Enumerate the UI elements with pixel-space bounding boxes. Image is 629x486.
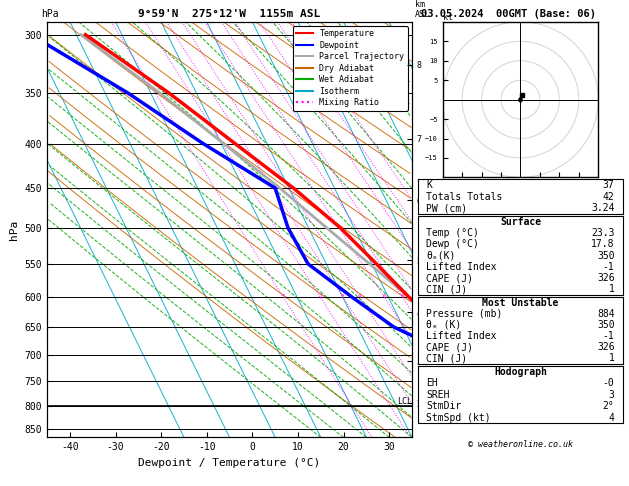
Text: Most Unstable: Most Unstable bbox=[482, 297, 559, 308]
Text: Temp (°C): Temp (°C) bbox=[426, 228, 479, 238]
Text: Pressure (mb): Pressure (mb) bbox=[426, 309, 503, 319]
Text: EH: EH bbox=[426, 378, 438, 388]
Text: CAPE (J): CAPE (J) bbox=[426, 273, 474, 283]
Text: Lifted Index: Lifted Index bbox=[426, 262, 497, 272]
Text: km
ASL: km ASL bbox=[415, 0, 430, 19]
Text: 17.8: 17.8 bbox=[591, 240, 615, 249]
Text: 1: 1 bbox=[609, 284, 615, 295]
Text: CIN (J): CIN (J) bbox=[426, 284, 467, 295]
X-axis label: Dewpoint / Temperature (°C): Dewpoint / Temperature (°C) bbox=[138, 458, 321, 468]
Text: Mixing Ratio (g/kg): Mixing Ratio (g/kg) bbox=[434, 182, 443, 277]
Text: StmSpd (kt): StmSpd (kt) bbox=[426, 413, 491, 422]
Text: 350: 350 bbox=[597, 251, 615, 260]
Text: 1: 1 bbox=[281, 295, 285, 299]
Text: 3: 3 bbox=[341, 295, 345, 299]
Legend: Temperature, Dewpoint, Parcel Trajectory, Dry Adiabat, Wet Adiabat, Isotherm, Mi: Temperature, Dewpoint, Parcel Trajectory… bbox=[293, 26, 408, 111]
Text: 326: 326 bbox=[597, 273, 615, 283]
Text: SREH: SREH bbox=[426, 390, 450, 399]
Text: Hodograph: Hodograph bbox=[494, 367, 547, 377]
Text: 1: 1 bbox=[609, 353, 615, 364]
Text: 326: 326 bbox=[597, 342, 615, 352]
Text: 03.05.2024  00GMT (Base: 06): 03.05.2024 00GMT (Base: 06) bbox=[421, 9, 596, 19]
Text: 3.24: 3.24 bbox=[591, 204, 615, 213]
Text: PW (cm): PW (cm) bbox=[426, 204, 467, 213]
Text: K: K bbox=[426, 180, 432, 190]
Text: Dewp (°C): Dewp (°C) bbox=[426, 240, 479, 249]
Text: 884: 884 bbox=[597, 309, 615, 319]
Text: Totals Totals: Totals Totals bbox=[426, 192, 503, 202]
Text: StmDir: StmDir bbox=[426, 401, 462, 411]
Text: 4: 4 bbox=[609, 413, 615, 422]
Text: hPa: hPa bbox=[41, 9, 58, 19]
Text: 4: 4 bbox=[358, 295, 362, 299]
Text: 350: 350 bbox=[597, 320, 615, 330]
Text: 3: 3 bbox=[609, 390, 615, 399]
Text: 6: 6 bbox=[382, 295, 386, 299]
Y-axis label: hPa: hPa bbox=[9, 220, 19, 240]
Text: Surface: Surface bbox=[500, 217, 541, 227]
Text: θₑ (K): θₑ (K) bbox=[426, 320, 462, 330]
Text: 2: 2 bbox=[318, 295, 322, 299]
Text: 9°59'N  275°12'W  1155m ASL: 9°59'N 275°12'W 1155m ASL bbox=[138, 9, 321, 19]
Text: CIN (J): CIN (J) bbox=[426, 353, 467, 364]
Text: LCL: LCL bbox=[397, 397, 412, 406]
Text: -1: -1 bbox=[603, 262, 615, 272]
Text: -0: -0 bbox=[603, 378, 615, 388]
Text: 2°: 2° bbox=[603, 401, 615, 411]
Text: 42: 42 bbox=[603, 192, 615, 202]
Text: 23.3: 23.3 bbox=[591, 228, 615, 238]
Text: θₑ(K): θₑ(K) bbox=[426, 251, 456, 260]
Text: CAPE (J): CAPE (J) bbox=[426, 342, 474, 352]
Text: Lifted Index: Lifted Index bbox=[426, 331, 497, 341]
Text: © weatheronline.co.uk: © weatheronline.co.uk bbox=[468, 440, 573, 449]
Text: -1: -1 bbox=[603, 331, 615, 341]
Text: 37: 37 bbox=[603, 180, 615, 190]
Text: 8: 8 bbox=[400, 295, 404, 299]
Text: kt: kt bbox=[443, 13, 453, 22]
